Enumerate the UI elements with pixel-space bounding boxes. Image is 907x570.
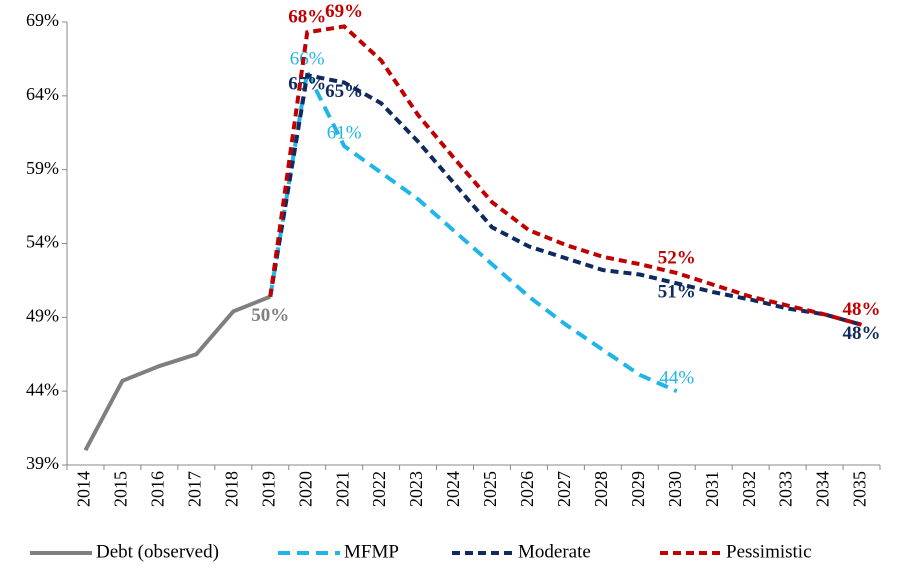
x-tick-label: 2026 <box>517 471 537 507</box>
data-label: 48% <box>843 299 881 320</box>
data-label: 61% <box>327 122 362 143</box>
x-tick-label: 2025 <box>480 471 500 507</box>
series-line <box>268 24 863 327</box>
x-tick-label: 2022 <box>369 471 389 507</box>
x-tick-label: 2027 <box>554 471 574 507</box>
x-tick-label: 2024 <box>443 471 463 507</box>
x-tick-label: 2029 <box>628 471 648 507</box>
series-line <box>268 65 678 393</box>
series-line <box>83 294 271 452</box>
y-tick-label: 69% <box>26 10 59 30</box>
y-tick-label: 44% <box>26 379 59 399</box>
x-tick-label: 2015 <box>111 471 131 507</box>
data-label: 69% <box>325 1 363 22</box>
x-tick-label: 2023 <box>406 471 426 507</box>
x-tick-label: 2017 <box>184 471 204 507</box>
legend-label: Moderate <box>518 541 591 562</box>
x-tick-label: 2028 <box>591 471 611 507</box>
data-label: 65% <box>325 81 363 102</box>
x-tick-label: 2018 <box>221 471 241 507</box>
x-tick-label: 2021 <box>332 471 352 507</box>
data-label: 48% <box>843 323 881 344</box>
legend-label: Pessimistic <box>726 541 812 562</box>
data-label: 66% <box>290 49 325 70</box>
data-label: 44% <box>659 368 694 389</box>
x-tick-label: 2030 <box>665 471 685 507</box>
x-tick-label: 2035 <box>850 471 870 507</box>
y-tick-label: 59% <box>26 158 59 178</box>
x-tick-label: 2019 <box>258 471 278 507</box>
x-tick-label: 2031 <box>702 471 722 507</box>
x-tick-label: 2033 <box>776 471 796 507</box>
data-label: 51% <box>658 282 696 303</box>
x-tick-label: 2020 <box>295 471 315 507</box>
y-tick-label: 54% <box>26 232 59 252</box>
series-line <box>268 72 863 327</box>
data-label: 50% <box>251 305 289 326</box>
y-tick-label: 39% <box>26 453 59 473</box>
data-label: 52% <box>658 247 696 268</box>
x-tick-label: 2016 <box>148 471 168 507</box>
y-tick-label: 64% <box>26 84 59 104</box>
data-label: 68% <box>288 7 326 28</box>
x-tick-label: 2034 <box>813 471 833 507</box>
legend-label: Debt (observed) <box>96 541 219 562</box>
legend-label: MFMP <box>344 541 399 562</box>
x-tick-label: 2032 <box>739 471 759 507</box>
x-tick-label: 2014 <box>74 471 94 507</box>
y-tick-label: 49% <box>26 305 59 325</box>
data-label: 65% <box>288 74 326 95</box>
